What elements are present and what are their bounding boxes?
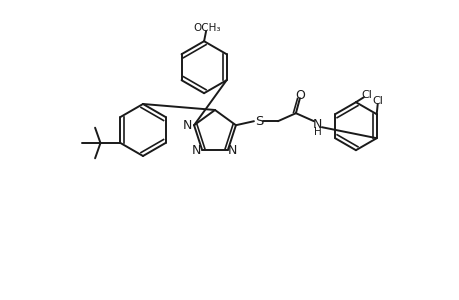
- Text: H: H: [313, 127, 321, 137]
- Text: O: O: [294, 89, 304, 102]
- Text: Cl: Cl: [361, 90, 371, 100]
- Text: N: N: [182, 119, 191, 132]
- Text: S: S: [254, 115, 263, 128]
- Text: N: N: [228, 144, 237, 157]
- Text: N: N: [313, 118, 322, 131]
- Text: Cl: Cl: [371, 96, 382, 106]
- Text: N: N: [191, 144, 200, 157]
- Text: OCH₃: OCH₃: [193, 23, 220, 33]
